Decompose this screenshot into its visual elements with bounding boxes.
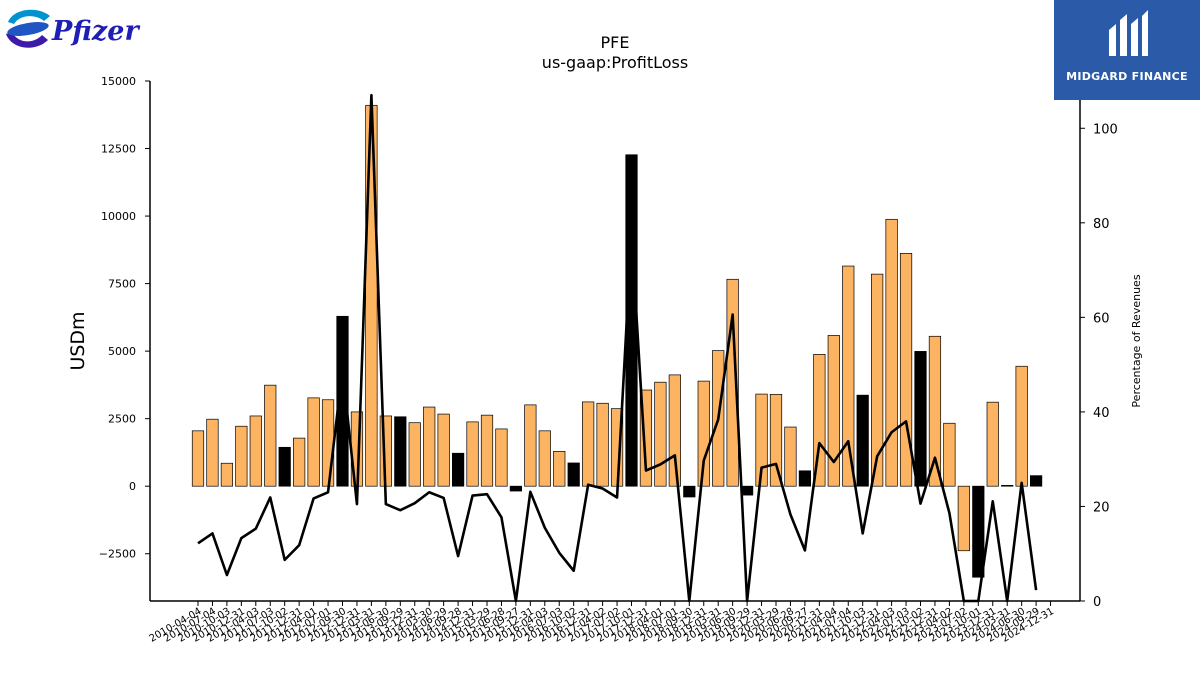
y2-tick-label: 0 xyxy=(1093,595,1101,610)
midgard-wordmark: MIDGARD FINANCE xyxy=(1066,70,1188,83)
bar xyxy=(394,416,407,487)
bar xyxy=(914,351,927,487)
bar xyxy=(885,218,898,487)
bar xyxy=(567,462,580,487)
bar xyxy=(437,413,450,487)
y-tick-label: 15000 xyxy=(101,75,136,88)
chart-subtitle: us-gaap:ProfitLoss xyxy=(542,53,688,72)
bar xyxy=(408,422,421,487)
y-tick-label: 12500 xyxy=(101,143,136,156)
y2-axis-label: Percentage of Revenues xyxy=(1130,274,1143,407)
bar xyxy=(452,452,465,487)
bar xyxy=(740,485,754,496)
bar xyxy=(842,265,855,487)
chart-title: PFE xyxy=(601,33,630,52)
midgard-finance-logo: MIDGARD FINANCE xyxy=(1054,0,1200,100)
bar xyxy=(957,485,970,552)
bar xyxy=(278,446,291,487)
bar xyxy=(582,401,595,487)
bar xyxy=(524,404,537,487)
pfizer-wordmark: Pfizer xyxy=(52,16,139,47)
bar xyxy=(495,428,508,487)
line-series xyxy=(197,93,1038,603)
bar xyxy=(264,384,277,487)
bar xyxy=(307,397,320,487)
bar xyxy=(206,418,219,487)
bar xyxy=(480,414,494,487)
y2-tick-label: 100 xyxy=(1093,122,1118,137)
bar xyxy=(871,273,884,487)
bar xyxy=(423,406,436,487)
bar xyxy=(986,401,999,487)
bar xyxy=(1001,485,1014,487)
y-tick-label: −2500 xyxy=(99,548,136,561)
y-tick-label: 7500 xyxy=(108,278,136,291)
bar xyxy=(235,425,248,487)
y-tick-label: 10000 xyxy=(101,210,136,223)
y2-tick-label: 40 xyxy=(1093,406,1110,421)
bar xyxy=(755,393,768,487)
bar xyxy=(509,485,522,492)
bar xyxy=(293,437,306,487)
bar xyxy=(1015,365,1028,487)
ratio-line xyxy=(197,93,1038,603)
bar xyxy=(191,430,205,487)
y2-tick-label: 80 xyxy=(1093,217,1110,232)
bar xyxy=(813,354,826,487)
bar xyxy=(798,470,812,487)
pfizer-logo-mark-icon xyxy=(6,9,50,48)
y-tick-label: 2500 xyxy=(108,413,136,426)
bar xyxy=(249,415,262,487)
bar xyxy=(726,278,739,487)
bar-series xyxy=(191,104,1043,578)
bar xyxy=(466,421,479,487)
bar xyxy=(899,252,913,487)
bar xyxy=(220,462,233,487)
y-tick-label: 0 xyxy=(129,480,136,493)
bar xyxy=(654,381,667,487)
bar xyxy=(697,380,710,487)
bar xyxy=(943,422,956,487)
x-axis: 2010-04-042010-07-042010-10-032010-12-31… xyxy=(148,601,1056,645)
y-axis-right: 0 20 40 60 80 100 xyxy=(1080,122,1118,610)
bar xyxy=(336,315,349,487)
bar xyxy=(321,399,335,487)
bar xyxy=(596,402,609,487)
bar xyxy=(668,374,681,487)
bar xyxy=(972,485,985,578)
y2-tick-label: 60 xyxy=(1093,311,1110,326)
bar xyxy=(1029,475,1043,487)
bar xyxy=(856,394,869,487)
bar xyxy=(639,389,653,487)
y-tick-label: 5000 xyxy=(108,345,136,358)
midgard-emblem-icon xyxy=(1109,10,1148,56)
pfizer-logo: Pfizer xyxy=(4,4,139,60)
bar xyxy=(827,335,840,487)
bar xyxy=(784,426,797,487)
bar xyxy=(928,335,942,487)
bar xyxy=(553,451,566,487)
bar xyxy=(365,104,378,487)
bar xyxy=(769,394,783,487)
bar xyxy=(538,430,551,487)
y-axis-label: USDm xyxy=(67,311,89,370)
y2-tick-label: 20 xyxy=(1093,500,1110,515)
y-axis-left: −2500 0 2500 5000 7500 10000 12500 15000 xyxy=(99,75,150,561)
bar xyxy=(683,485,696,498)
plot-frame xyxy=(149,81,1081,602)
